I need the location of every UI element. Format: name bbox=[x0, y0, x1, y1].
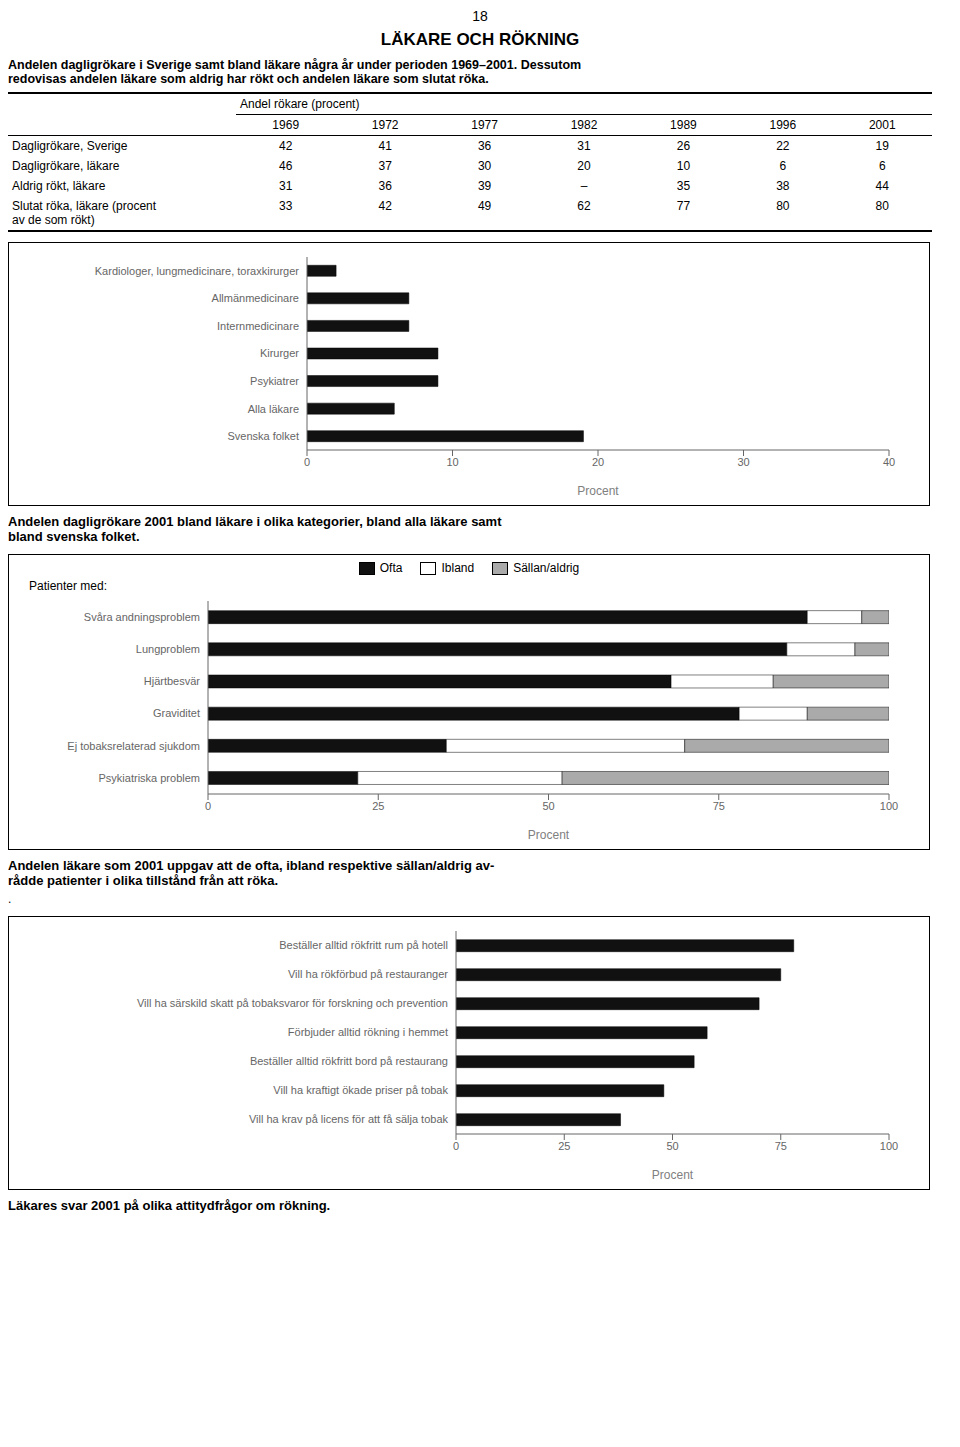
html-text:10: 10 bbox=[676, 159, 691, 173]
html-text:Dagligrökare, Sverige: Dagligrökare, Sverige bbox=[12, 139, 128, 153]
svg-text:0: 0 bbox=[304, 456, 310, 468]
html-text:41: 41 bbox=[378, 139, 392, 153]
svg-text:25: 25 bbox=[558, 1140, 570, 1152]
html-text:Patienter med:: Patienter med: bbox=[29, 579, 107, 593]
html-text:av de som rökt): av de som rökt) bbox=[12, 213, 95, 227]
svg-text:Svenska folket: Svenska folket bbox=[227, 430, 299, 442]
svg-text:20: 20 bbox=[592, 456, 604, 468]
svg-text:Alla läkare: Alla läkare bbox=[248, 403, 299, 415]
html-text:38: 38 bbox=[776, 179, 790, 193]
svg-text:Lungproblem: Lungproblem bbox=[136, 643, 200, 655]
svg-text:25: 25 bbox=[372, 800, 384, 812]
svg-text:50: 50 bbox=[666, 1140, 678, 1152]
svg-text:Kardiologer, lungmedicinare, t: Kardiologer, lungmedicinare, toraxkirurg… bbox=[95, 265, 300, 277]
html-text:Andelen dagligrökare i Sverige: Andelen dagligrökare i Sverige samt blan… bbox=[8, 58, 582, 72]
html-text:2001: 2001 bbox=[868, 118, 896, 132]
html-text:Ofta: Ofta bbox=[379, 561, 403, 575]
html-text:39: 39 bbox=[477, 179, 492, 193]
html-text:1977: 1977 bbox=[471, 118, 498, 132]
svg-text:75: 75 bbox=[713, 800, 725, 812]
svg-text:Vill ha rökförbud på restauran: Vill ha rökförbud på restauranger bbox=[288, 968, 448, 980]
svg-text:100: 100 bbox=[880, 800, 898, 812]
html-text:Aldrig rökt, läkare: Aldrig rökt, läkare bbox=[12, 179, 106, 193]
svg-text:0: 0 bbox=[205, 800, 211, 812]
html-text:Läkares svar 2001 på olika att: Läkares svar 2001 på olika attitydfrågor… bbox=[8, 1198, 331, 1213]
html-text:1996: 1996 bbox=[769, 118, 797, 132]
svg-text:Kirurger: Kirurger bbox=[260, 347, 299, 359]
svg-text:0: 0 bbox=[453, 1140, 459, 1152]
html-text:1969: 1969 bbox=[272, 118, 300, 132]
html-text:6: 6 bbox=[779, 159, 787, 173]
html-text:36: 36 bbox=[378, 179, 392, 193]
html-text:Andel rökare (procent): Andel rökare (procent) bbox=[240, 97, 360, 111]
svg-text:Beställer alltid rökfritt rum: Beställer alltid rökfritt rum på hotell bbox=[279, 939, 448, 951]
html-text:77: 77 bbox=[676, 199, 691, 213]
html-text:Ibland: Ibland bbox=[441, 561, 475, 575]
html-text:redovisas andelen läkare som a: redovisas andelen läkare som aldrig har … bbox=[8, 72, 489, 86]
html-text:6: 6 bbox=[878, 159, 886, 173]
svg-text:Psykiatriska problem: Psykiatriska problem bbox=[99, 772, 200, 784]
svg-text:Allmänmedicinare: Allmänmedicinare bbox=[212, 292, 299, 304]
html-text:31: 31 bbox=[279, 179, 293, 193]
svg-text:Svåra andningsproblem: Svåra andningsproblem bbox=[84, 611, 200, 623]
html-text:1972: 1972 bbox=[371, 118, 399, 132]
svg-text:Procent: Procent bbox=[652, 1168, 694, 1182]
html-text:19: 19 bbox=[875, 139, 889, 153]
html-text:22: 22 bbox=[776, 139, 790, 153]
html-text:1989: 1989 bbox=[670, 118, 697, 132]
svg-text:Förbjuder alltid rökning i hem: Förbjuder alltid rökning i hemmet bbox=[288, 1026, 448, 1038]
html-text:37: 37 bbox=[378, 159, 392, 173]
html-text:35: 35 bbox=[676, 179, 691, 193]
svg-text:30: 30 bbox=[737, 456, 749, 468]
html-text:Sällan/aldrig: Sällan/aldrig bbox=[513, 561, 580, 575]
svg-text:Beställer alltid rökfritt bord: Beställer alltid rökfritt bord på restau… bbox=[250, 1055, 448, 1067]
html-text:31: 31 bbox=[577, 139, 591, 153]
svg-text:100: 100 bbox=[880, 1140, 898, 1152]
html-text:80: 80 bbox=[776, 199, 790, 213]
html-text:bland svenska folket.: bland svenska folket. bbox=[8, 529, 140, 544]
html-text:LÄKARE OCH RÖKNING: LÄKARE OCH RÖKNING bbox=[380, 30, 580, 49]
svg-text:Vill ha kraftigt ökade priser: Vill ha kraftigt ökade priser på tobak bbox=[273, 1084, 448, 1096]
svg-text:Hjärtbesvär: Hjärtbesvär bbox=[144, 675, 201, 687]
html-text:62: 62 bbox=[577, 199, 591, 213]
html-text:rådde patienter i olika tillst: rådde patienter i olika tillstånd från a… bbox=[8, 873, 279, 888]
html-text:26: 26 bbox=[676, 139, 691, 153]
html-text:42: 42 bbox=[378, 199, 392, 213]
html-text:Dagligrökare, läkare: Dagligrökare, läkare bbox=[12, 159, 120, 173]
svg-text:Vill ha krav på licens för att: Vill ha krav på licens för att få sälja … bbox=[249, 1113, 449, 1125]
svg-text:Procent: Procent bbox=[528, 828, 570, 842]
svg-text:50: 50 bbox=[542, 800, 554, 812]
svg-text:40: 40 bbox=[883, 456, 895, 468]
html-text:42: 42 bbox=[279, 139, 293, 153]
svg-text:Ej tobaksrelaterad sjukdom: Ej tobaksrelaterad sjukdom bbox=[67, 740, 200, 752]
svg-text:10: 10 bbox=[446, 456, 458, 468]
html-text:36: 36 bbox=[477, 139, 492, 153]
svg-text:75: 75 bbox=[775, 1140, 787, 1152]
html-text:30: 30 bbox=[477, 159, 492, 173]
html-text:80: 80 bbox=[875, 199, 889, 213]
svg-text:Graviditet: Graviditet bbox=[153, 707, 200, 719]
html-text:1982: 1982 bbox=[570, 118, 598, 132]
html-text:46: 46 bbox=[279, 159, 293, 173]
html-text:Andelen dagligrökare 2001 blan: Andelen dagligrökare 2001 bland läkare i… bbox=[8, 514, 502, 529]
html-text:20: 20 bbox=[577, 159, 591, 173]
html-text:Andelen läkare som 2001 uppgav: Andelen läkare som 2001 uppgav att de of… bbox=[8, 858, 495, 873]
svg-text:Internmedicinare: Internmedicinare bbox=[217, 320, 299, 332]
html-text:Slutat röka, läkare (procent: Slutat röka, läkare (procent bbox=[12, 199, 157, 213]
svg-text:Vill ha särskild skatt på toba: Vill ha särskild skatt på tobaksvaror fö… bbox=[137, 997, 448, 1009]
html-text:33: 33 bbox=[279, 199, 293, 213]
html-text:18: 18 bbox=[472, 8, 488, 24]
html-text:49: 49 bbox=[477, 199, 492, 213]
html-text:44: 44 bbox=[875, 179, 889, 193]
svg-text:Procent: Procent bbox=[577, 484, 619, 498]
svg-text:Psykiatrer: Psykiatrer bbox=[250, 375, 299, 387]
